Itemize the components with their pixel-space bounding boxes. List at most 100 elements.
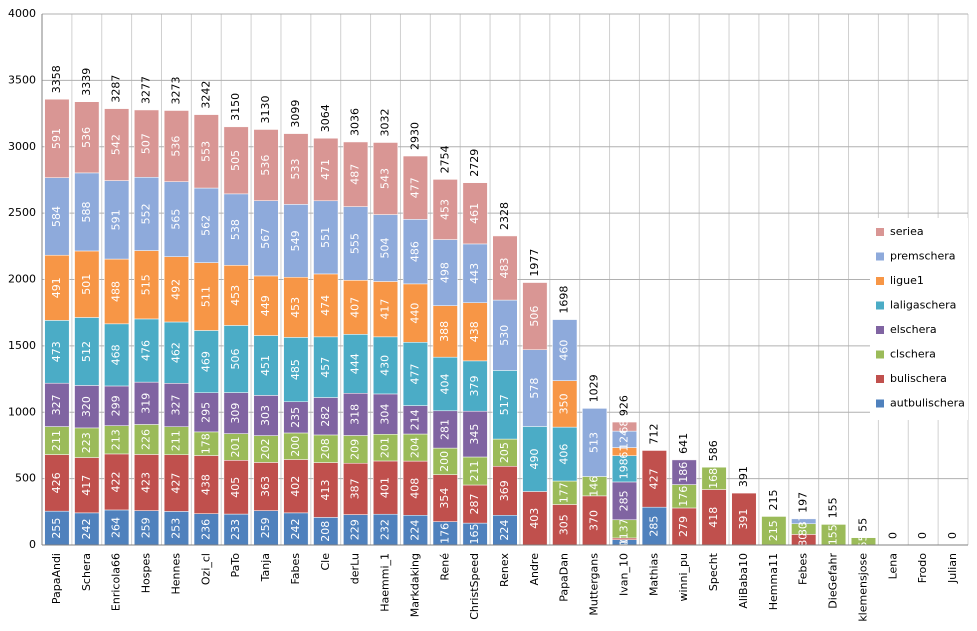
bar-segment: [432, 179, 458, 240]
segment-label: 562: [199, 215, 212, 236]
segment-label: 401: [379, 477, 392, 498]
segment-label: 567: [259, 228, 272, 249]
total-label: 3287: [110, 75, 123, 103]
segment-label: 168: [707, 468, 720, 489]
segment-label: 551: [319, 227, 332, 248]
segment-label: 417: [80, 475, 93, 496]
bar-segment: [163, 511, 189, 546]
segment-label: 155: [827, 524, 840, 545]
segment-label: 345: [468, 424, 481, 445]
bar-segment: [462, 302, 488, 362]
segment-label: 438: [468, 321, 481, 342]
segment-label: 473: [50, 341, 63, 362]
bar-segment: [283, 133, 309, 205]
x-tick-label: Cle: [319, 553, 332, 571]
bar-segment: [611, 455, 637, 483]
x-tick-label: Hennes: [169, 553, 182, 595]
legend-label: laligaschera: [890, 299, 956, 312]
segment-label: 279: [677, 516, 690, 537]
segment-label: 201: [229, 436, 242, 457]
segment-label: 259: [140, 517, 153, 538]
legend-swatch: [876, 301, 884, 310]
bar-segment: [163, 110, 189, 182]
bar-segment: [134, 318, 160, 383]
segment-label: 565: [169, 209, 182, 230]
bar-segment: [343, 514, 369, 546]
segment-label: 501: [80, 274, 93, 295]
total-label: 641: [677, 433, 690, 454]
segment-label: 232: [379, 519, 392, 540]
total-label: 3150: [229, 93, 242, 121]
segment-label: 80: [797, 522, 810, 536]
x-tick-label: Markdaking: [408, 553, 421, 617]
x-tick-label: Renex: [498, 553, 511, 587]
segment-label: 460: [558, 340, 571, 361]
segment-label: 471: [319, 159, 332, 180]
bar-segment: [611, 421, 637, 432]
legend-swatch: [876, 228, 884, 236]
bar-segment: [402, 405, 428, 435]
segment-label: 242: [289, 518, 302, 539]
bar-segment: [163, 256, 189, 323]
bar-segment: [104, 385, 130, 426]
segment-label: 235: [289, 407, 302, 428]
segment-label: 426: [50, 472, 63, 493]
segment-label: 391: [737, 509, 750, 530]
bar-segment: [552, 380, 578, 428]
bar-segment: [163, 321, 189, 384]
total-label: 3032: [379, 109, 392, 137]
bar-segment: [134, 381, 160, 425]
segment-label: 201: [379, 437, 392, 458]
total-label: 3273: [169, 77, 182, 105]
bar-segment: [223, 460, 249, 515]
total-label: 2328: [498, 202, 511, 230]
bar-segment: [253, 129, 279, 201]
segment-label: 490: [528, 448, 541, 469]
bar-segment: [791, 518, 817, 525]
segment-label: 176: [438, 523, 451, 544]
bar-segment: [313, 273, 339, 338]
total-label: 2729: [468, 149, 481, 177]
segment-label: 304: [379, 404, 392, 425]
bar-segment: [253, 435, 279, 463]
segment-label: 354: [438, 488, 451, 509]
bar-segment: [44, 254, 70, 321]
legend-label: ligue1: [890, 274, 924, 287]
segment-label: 350: [558, 393, 571, 414]
bar-segment: [462, 360, 488, 412]
segment-label: 578: [528, 378, 541, 399]
bar-segment: [701, 466, 727, 490]
segment-label: 259: [259, 517, 272, 538]
segment-label: 491: [50, 277, 63, 298]
segment-label: 200: [289, 436, 302, 457]
segment-label: 487: [349, 164, 362, 185]
bar-segment: [253, 275, 279, 336]
bar-segment: [402, 342, 428, 406]
segment-label: 137: [617, 518, 630, 539]
segment-label: 320: [80, 396, 93, 417]
segment-label: 413: [319, 479, 332, 500]
bar-segment: [223, 513, 249, 546]
segment-label: 553: [199, 141, 212, 162]
bar-segment: [611, 481, 637, 521]
segment-label: 295: [199, 402, 212, 423]
segment-label: 469: [199, 351, 212, 372]
bar-segment: [402, 283, 428, 343]
segment-label: 309: [229, 403, 242, 424]
bar-segment: [104, 108, 130, 181]
bar-segment: [313, 138, 339, 202]
segment-label: 165: [468, 524, 481, 545]
segment-label: 536: [169, 136, 182, 157]
y-tick-label: 3500: [8, 73, 36, 86]
segment-label: 369: [498, 480, 511, 501]
bar-segment: [163, 426, 189, 455]
bar-segment: [313, 200, 339, 275]
segment-label: 186: [677, 462, 690, 483]
bar-segment: [283, 276, 309, 338]
y-tick-label: 2000: [8, 273, 36, 286]
segment-label: 37: [797, 514, 810, 528]
segment-label: 176: [677, 486, 690, 507]
segment-label: 440: [408, 303, 421, 324]
x-tick-label: klemensjose: [856, 553, 869, 622]
total-label: 3358: [50, 65, 63, 93]
